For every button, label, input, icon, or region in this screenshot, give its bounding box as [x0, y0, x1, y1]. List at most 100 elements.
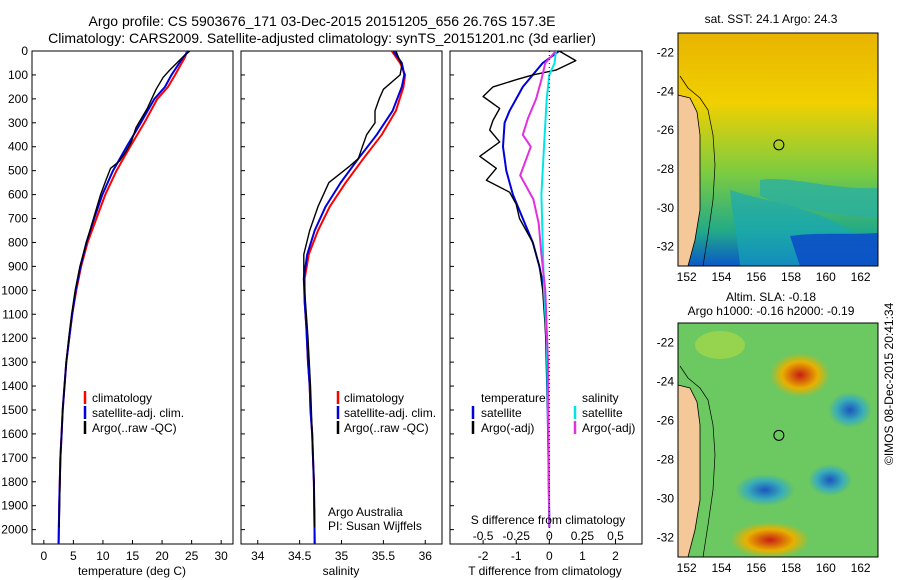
map-lat-label: -28	[657, 453, 675, 467]
credit-label: ©IMOS 08-Dec-2015 20:41:34	[882, 302, 896, 465]
sla-cool-eddy	[808, 464, 852, 496]
depth-tick-label: 1900	[1, 499, 28, 513]
sst-argo-location-marker	[773, 139, 785, 151]
series-line-salinity-argo	[519, 51, 557, 528]
salinity-lines	[302, 51, 407, 544]
sla-argo-location-marker	[773, 429, 785, 441]
sst-map-frame	[677, 32, 879, 267]
salinity-panel	[240, 50, 443, 545]
map-lon-label: 160	[816, 270, 836, 284]
legend-argo-label: Argo(..raw -QC)	[344, 421, 429, 435]
legend-satellite-label: satellite-adj. clim.	[344, 406, 436, 420]
map-lon-label: 152	[677, 270, 697, 284]
sla-cool-eddy	[735, 474, 795, 506]
legend-t-satellite-label: satellite	[481, 406, 522, 420]
depth-tick-label: 1400	[1, 379, 28, 393]
depth-tick-label: 500	[8, 164, 28, 178]
map-lat-label: -24	[657, 84, 675, 98]
sst-map-title: sat. SST: 24.1 Argo: 24.3	[705, 12, 838, 26]
difference-xlabel: T difference from climatology	[468, 564, 622, 578]
depth-tick-label: 2000	[1, 523, 28, 537]
x-tick-label: 25	[185, 549, 199, 563]
x2-tick-label: -0.25	[503, 529, 531, 543]
map-lat-label: -30	[657, 201, 675, 215]
x-tick-label: 5	[70, 549, 77, 563]
map-lat-label: -26	[657, 123, 675, 137]
series-line-temperature-argo	[479, 51, 577, 528]
sst-cool-band	[760, 178, 878, 218]
map-lat-label: -32	[657, 531, 675, 545]
x-tick-label: 34.5	[288, 549, 312, 563]
sla-warm-eddy	[770, 353, 830, 397]
map-lon-label: 162	[851, 270, 871, 284]
legend-s-argo-label: Argo(-adj)	[582, 421, 635, 435]
depth-tick-label: 300	[8, 116, 28, 130]
map-lon-label: 152	[677, 561, 697, 575]
x-tick-label: 36	[419, 549, 433, 563]
sla-map-subtitle: Argo h1000: -0.16 h2000: -0.19	[688, 304, 855, 318]
figure-title-line2: Climatology: CARS2009. Satellite-adjuste…	[48, 30, 596, 46]
legend-satellite-label: satellite-adj. clim.	[92, 406, 184, 420]
map-lat-label: -24	[657, 375, 675, 389]
temperature-xlabel: temperature (deg C)	[78, 564, 186, 578]
depth-tick-label: 1700	[1, 451, 28, 465]
map-lat-label: -26	[657, 414, 675, 428]
x2-tick-label: 0.25	[571, 529, 595, 543]
salinity-xlabel: salinity	[323, 564, 360, 578]
x-tick-label: 35	[335, 549, 349, 563]
x-tick-label: 1	[579, 549, 586, 563]
map-lat-label: -32	[657, 240, 675, 254]
legend-temperature-header: temperature	[481, 391, 546, 405]
sla-map	[677, 322, 879, 558]
sla-warm-eddy	[695, 331, 745, 359]
map-lon-label: 162	[851, 561, 871, 575]
depth-tick-label: 200	[8, 92, 28, 106]
legend-climatology-label: climatology	[344, 391, 404, 405]
x-tick-label: 35.5	[372, 549, 396, 563]
depth-tick-label: 1600	[1, 427, 28, 441]
map-lat-label: -30	[657, 492, 675, 506]
x-tick-label: 10	[96, 549, 110, 563]
legend-s-satellite-label: satellite	[582, 406, 623, 420]
map-lon-label: 158	[781, 270, 801, 284]
sst-cold-region	[790, 233, 878, 266]
depth-tick-label: 900	[8, 259, 28, 273]
depth-tick-label: 1100	[2, 307, 28, 321]
map-lat-label: -22	[657, 45, 675, 59]
map-lon-label: 156	[746, 270, 766, 284]
sla-warm-eddy	[730, 522, 810, 558]
sla-map-frame	[677, 322, 879, 558]
x-tick-label: 20	[155, 549, 169, 563]
x-tick-label: 30	[214, 549, 228, 563]
map-lon-label: 160	[816, 561, 836, 575]
legend-argo-label: Argo(..raw -QC)	[92, 421, 177, 435]
x-tick-label: 2	[612, 549, 619, 563]
difference-lines	[479, 51, 577, 528]
x2-tick-label: -0.5	[473, 529, 494, 543]
x-tick-label: 0	[40, 549, 47, 563]
figure-title-line1: Argo profile: CS 5903676_171 03-Dec-2015…	[88, 13, 555, 29]
sla-cool-eddy	[828, 392, 872, 428]
legend-salinity-header: salinity	[582, 391, 619, 405]
depth-tick-label: 800	[8, 235, 28, 249]
salinity-legend: climatology satellite-adj. clim. Argo(..…	[336, 391, 436, 435]
legend-climatology-label: climatology	[92, 391, 152, 405]
sla-shelf-contour	[679, 365, 716, 558]
axes-layer: 0100200300400500600700800900100011001200…	[1, 44, 871, 575]
depth-tick-label: 1800	[1, 475, 28, 489]
map-lon-label: 154	[711, 561, 731, 575]
difference-legend: temperature satellite Argo(-adj) salinit…	[471, 391, 635, 435]
difference-x2label: S difference from climatology	[471, 513, 626, 527]
temperature-lines	[57, 51, 191, 544]
depth-tick-label: 1200	[1, 331, 28, 345]
x-tick-label: 34	[251, 549, 265, 563]
depth-tick-label: 1300	[1, 355, 28, 369]
x-tick-label: -2	[478, 549, 489, 563]
depth-tick-label: 0	[21, 44, 28, 58]
map-lat-label: -22	[657, 336, 675, 350]
depth-tick-label: 700	[8, 212, 28, 226]
sla-map-title: Altim. SLA: -0.18	[726, 290, 816, 304]
depth-tick-label: 100	[8, 68, 28, 82]
pi-label: PI: Susan Wijffels	[328, 519, 422, 533]
depth-tick-label: 1500	[1, 403, 28, 417]
